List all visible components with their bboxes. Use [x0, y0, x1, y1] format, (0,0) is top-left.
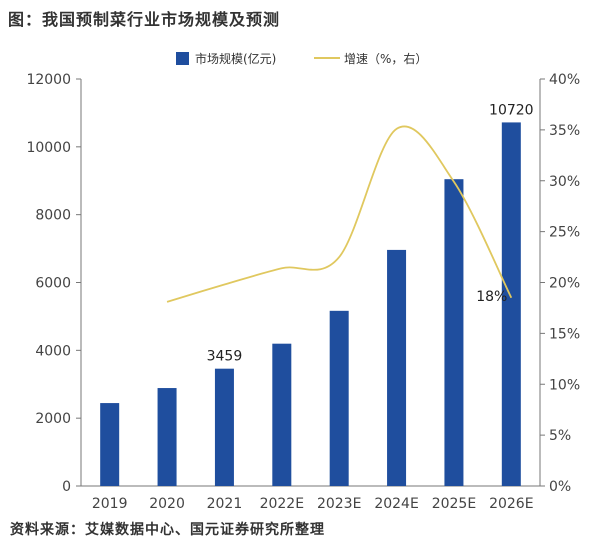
- x-tick-label: 2020: [149, 496, 185, 512]
- left-tick-label: 12000: [26, 72, 71, 88]
- bar-2026E: [501, 122, 521, 486]
- right-tick-label: 15%: [549, 326, 580, 342]
- x-tick-label: 2024E: [374, 496, 418, 512]
- bar-2025E: [444, 179, 464, 487]
- chart-title: 图：我国预制菜行业市场规模及预测: [8, 10, 281, 29]
- x-tick-label: 2022E: [260, 496, 304, 512]
- right-tick-label: 25%: [549, 225, 580, 241]
- x-tick-label: 2019: [92, 496, 128, 512]
- right-tick-label: 20%: [549, 276, 580, 292]
- bar-2020: [157, 388, 177, 486]
- bars: [100, 122, 521, 487]
- legend-bar-label: 市场规模(亿元): [195, 51, 276, 66]
- x-tick-label: 2025E: [432, 496, 476, 512]
- growth-line-path: [166, 125, 513, 303]
- right-tick-label: 0%: [549, 479, 571, 495]
- left-tick-label: 6000: [35, 276, 71, 292]
- bar-2021: [214, 368, 234, 486]
- data-label: 18%: [476, 289, 507, 305]
- source-note: 资料来源：艾媒数据中心、国元证券研究所整理: [10, 522, 325, 538]
- axes: 0 2000 4000 6000 8000 10000 12000 0% 5% 10% 15% 20%…: [26, 72, 580, 512]
- legend: 市场规模(亿元) 增速（%，右）: [176, 51, 427, 66]
- bar-2024E: [387, 249, 407, 486]
- left-tick-label: 2000: [35, 411, 71, 427]
- legend-line-label: 增速（%，右）: [344, 51, 427, 66]
- left-tick-label: 4000: [35, 343, 71, 359]
- data-labels: 3459 10720 18%: [207, 102, 534, 364]
- right-tick-label: 40%: [549, 72, 580, 88]
- bar-2023E: [329, 310, 349, 486]
- data-label: 10720: [489, 102, 534, 118]
- data-label: 3459: [207, 349, 243, 365]
- x-tick-label: 2021: [207, 496, 243, 512]
- right-tick-label: 5%: [549, 428, 571, 444]
- right-tick-label: 30%: [549, 174, 580, 190]
- right-tick-label: 35%: [549, 123, 580, 139]
- bar-2022E: [272, 343, 292, 486]
- left-tick-label: 0: [62, 479, 71, 495]
- right-tick-label: 10%: [549, 377, 580, 393]
- growth-line: [166, 125, 513, 303]
- x-tick-label: 2026E: [489, 496, 533, 512]
- left-tick-label: 10000: [26, 140, 71, 156]
- x-tick-label: 2023E: [317, 496, 361, 512]
- legend-bar-swatch: [176, 52, 189, 65]
- bar-2019: [100, 403, 120, 486]
- left-tick-label: 8000: [35, 208, 71, 224]
